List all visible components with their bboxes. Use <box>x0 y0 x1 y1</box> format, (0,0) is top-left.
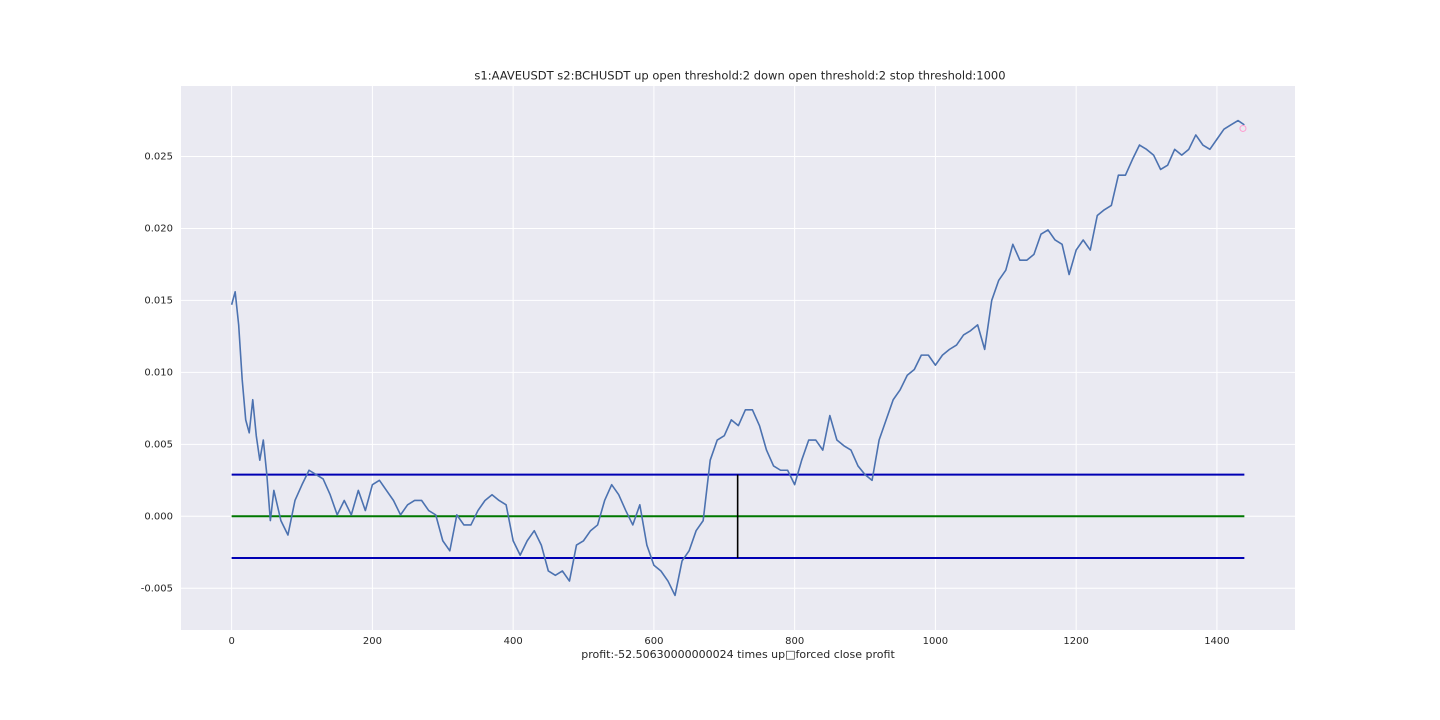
y-tick-label: 0.000 <box>144 511 173 522</box>
x-tick-label: 1400 <box>1204 636 1229 647</box>
x-axis-label: profit:-52.50630000000024 times up□force… <box>581 648 895 661</box>
point-marker <box>1239 124 1247 132</box>
y-tick-label: 0.015 <box>144 295 173 306</box>
chart-title: s1:AAVEUSDT s2:BCHUSDT up open threshold… <box>474 69 1005 83</box>
data-line <box>230 119 1245 597</box>
x-tick-label: 1200 <box>1063 636 1088 647</box>
y-tick-label: 0.025 <box>144 152 173 163</box>
x-tick-label: 400 <box>504 636 523 647</box>
x-tick-label: 800 <box>785 636 804 647</box>
y-tick-label: -0.005 <box>141 583 173 594</box>
y-tick-label: 0.005 <box>144 439 173 450</box>
y-tick-label: 0.020 <box>144 223 173 234</box>
x-tick-label: 1000 <box>923 636 948 647</box>
x-tick-label: 600 <box>644 636 663 647</box>
y-tick-label: 0.010 <box>144 367 173 378</box>
x-tick-label: 200 <box>363 636 382 647</box>
x-tick-label: 0 <box>228 636 234 647</box>
